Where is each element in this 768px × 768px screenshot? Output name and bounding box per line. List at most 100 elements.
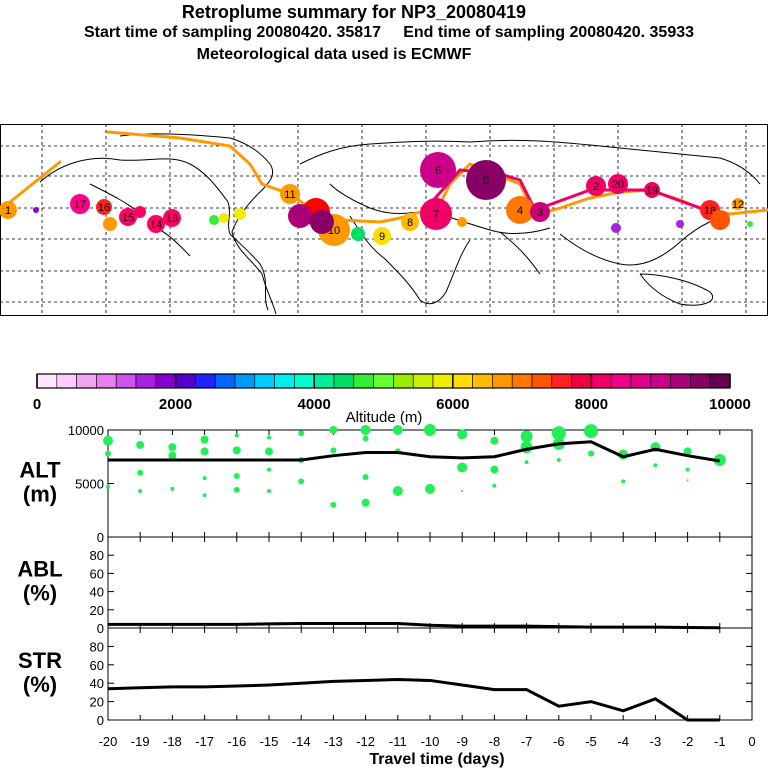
altitude-scatter-point — [492, 483, 497, 488]
plume-cluster-label: 2 — [593, 181, 599, 193]
plume-cluster-marker — [96, 199, 112, 215]
plume-cluster-label: 6 — [435, 165, 441, 177]
figure-title: Retroplume summary for NP3_20080419 — [181, 2, 527, 22]
meteorological-data-line: Meteorological data used is ECMWF — [196, 46, 472, 63]
x-tick-label: -19 — [131, 734, 150, 749]
y-tick-label: 0 — [97, 530, 104, 545]
colorbar-swatch — [214, 373, 236, 389]
altitude-scatter-point — [103, 435, 113, 446]
plume-cluster-label: 13 — [166, 213, 178, 225]
plume-cluster-marker — [530, 202, 550, 222]
plume-cluster-label: 7 — [433, 209, 439, 221]
colorbar-swatch — [511, 373, 533, 389]
plume-cluster-marker — [234, 208, 246, 220]
altitude-scatter-point — [267, 488, 271, 493]
x-tick-label: -11 — [389, 734, 407, 749]
y-tick-label: 40 — [90, 676, 104, 691]
altitude-scatter-point — [588, 450, 594, 457]
colorbar-tick-label: 2000 — [159, 396, 192, 413]
colorbar-swatch — [591, 373, 612, 389]
altitude-scatter-point — [392, 425, 403, 435]
sampling-time-line: Start time of sampling 20080420. 35817 E… — [83, 24, 695, 41]
altitude-scatter-point — [653, 463, 658, 468]
altitude-scatter-point — [168, 443, 177, 452]
colorbar-swatch — [432, 373, 454, 389]
colorbar-swatch — [96, 373, 117, 389]
x-tick-label: -5 — [585, 734, 597, 749]
altitude-scatter-point — [168, 451, 177, 460]
y-tick-label: 20 — [90, 695, 104, 710]
altitude-scatter-point — [584, 424, 598, 439]
colorbar-swatch — [373, 373, 394, 389]
plume-cluster-marker — [351, 227, 365, 241]
x-axis-label: Travel time (days) — [369, 751, 504, 768]
colorbar-swatch — [452, 373, 473, 389]
colorbar-swatch — [690, 373, 711, 389]
altitude-scatter-point — [461, 489, 464, 492]
colorbar-swatch — [76, 373, 97, 389]
plume-cluster-marker — [611, 223, 621, 233]
colorbar-swatch — [670, 373, 691, 389]
x-tick-label: -3 — [650, 734, 662, 749]
x-tick-label: -4 — [617, 734, 629, 749]
altitude-scatter-point — [392, 485, 403, 496]
plume-cluster-label: 1 — [5, 205, 11, 217]
x-tick-label: -17 — [195, 734, 214, 749]
altitude-scatter-point — [425, 483, 435, 494]
plume-cluster-marker — [0, 201, 17, 219]
altitude-scatter-point — [267, 435, 271, 440]
plume-cluster-label: 5 — [483, 175, 489, 187]
colorbar-swatch — [650, 373, 671, 389]
altitude-scatter-point — [202, 493, 207, 498]
plume-cluster-label: 15 — [122, 212, 134, 224]
altitude-scatter-point — [360, 425, 371, 435]
y-tick-label: 10000 — [68, 423, 104, 438]
altitude-scatter-point — [330, 447, 337, 454]
plume-cluster-marker — [147, 215, 165, 233]
x-tick-label: -1 — [714, 734, 726, 749]
panel-ylabel: ALT — [19, 458, 61, 483]
colorbar-swatch — [610, 373, 632, 389]
y-tick-label: 80 — [90, 548, 104, 563]
colorbar-swatch — [115, 373, 137, 389]
altitude-scatter-point — [490, 436, 499, 445]
x-tick-label: -13 — [324, 734, 343, 749]
colorbar-swatch — [709, 373, 731, 389]
colorbar-swatch — [492, 373, 513, 389]
plume-cluster-label: 11 — [284, 189, 295, 201]
plume-cluster-label: 20 — [612, 179, 624, 191]
colorbar-swatch — [254, 373, 275, 389]
colorbar-swatch — [294, 373, 315, 389]
colorbar-tick-label: 10000 — [709, 396, 751, 413]
plume-cluster-marker — [119, 208, 137, 226]
plume-cluster-label: 17 — [74, 199, 86, 211]
altitude-scatter-point — [330, 501, 337, 508]
altitude-scatter-point — [136, 440, 145, 449]
y-tick-label: 0 — [97, 621, 104, 636]
colorbar-swatch — [333, 373, 355, 389]
plume-cluster-marker — [401, 213, 419, 231]
plume-cluster-marker — [586, 176, 606, 196]
altitude-scatter-point — [551, 426, 566, 441]
plume-cluster-marker — [506, 196, 534, 224]
altitude-scatter-point — [686, 479, 689, 482]
plume-cluster-label: 8 — [407, 217, 413, 229]
series-line — [108, 621, 720, 630]
y-tick-label: 0 — [97, 713, 104, 728]
x-tick-label: -8 — [489, 734, 501, 749]
panel-frame — [107, 627, 753, 721]
altitude-scatter-point — [232, 446, 241, 455]
x-tick-label: 0 — [748, 734, 755, 749]
colorbar-swatch — [472, 373, 493, 389]
colorbar-swatch — [531, 373, 553, 389]
colorbar-tick-label: 4000 — [298, 396, 331, 413]
x-tick-label: -6 — [553, 734, 565, 749]
altitude-colorbar: 0 2000 4000 6000 8000 10000 Altitude (m) — [33, 373, 751, 426]
colorbar-tick-label: 6000 — [436, 396, 469, 413]
altitude-scatter-point — [265, 447, 273, 456]
x-tick-label: -12 — [356, 734, 375, 749]
panel-ylabel: STR — [18, 648, 62, 673]
